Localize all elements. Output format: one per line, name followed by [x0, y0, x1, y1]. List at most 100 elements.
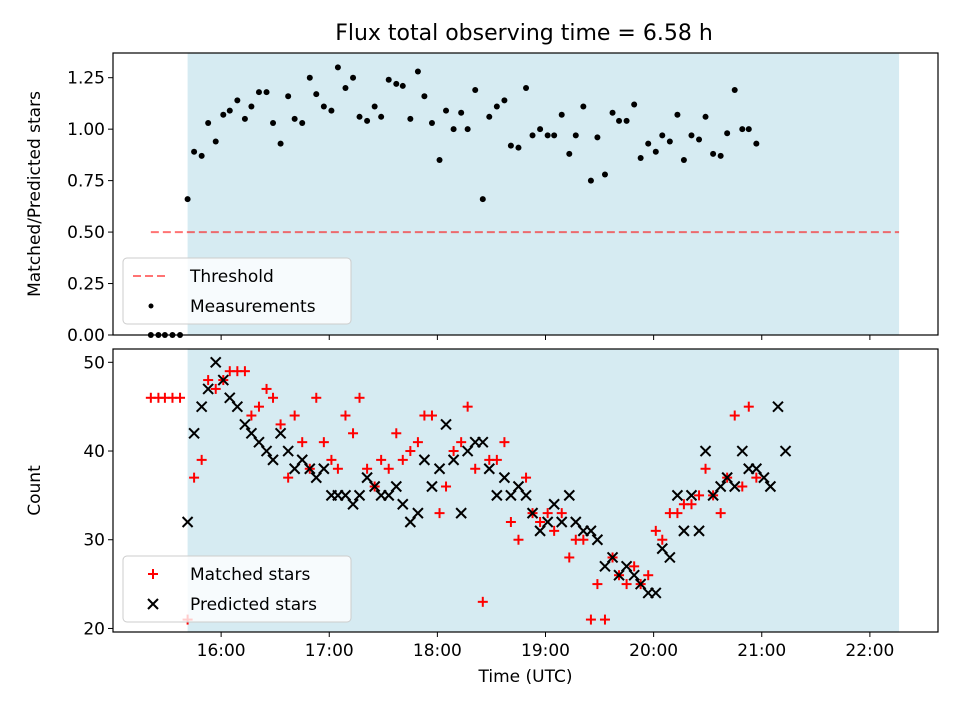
matched-point — [578, 534, 589, 545]
predicted-point-b — [181, 516, 194, 528]
predicted-point-b — [318, 463, 330, 475]
measurement-point — [421, 93, 428, 100]
predicted-point-b — [195, 400, 208, 413]
predicted-point-b — [231, 400, 244, 413]
matched-point — [564, 552, 575, 563]
predicted-point-b — [245, 427, 258, 439]
predicted-point — [412, 507, 424, 519]
matched-point — [715, 508, 726, 519]
predicted-point — [541, 516, 554, 528]
predicted-point-b — [498, 471, 511, 484]
measurement-point — [393, 80, 400, 87]
measurement-point — [631, 101, 638, 108]
matched-point — [383, 463, 394, 474]
matched-point — [672, 508, 683, 519]
predicted-point-b — [693, 525, 705, 537]
measurement-point — [702, 113, 709, 120]
predicted-point — [758, 471, 770, 484]
predicted-point-b — [678, 525, 690, 537]
measurement-point — [277, 140, 284, 147]
predicted-point — [397, 498, 409, 510]
y-axis-label: Count — [25, 465, 45, 516]
y-tick-label: 30 — [83, 531, 105, 551]
predicted-point — [591, 534, 604, 546]
matched-point — [505, 516, 516, 527]
measurement-point — [464, 126, 471, 133]
matched-point — [376, 454, 387, 465]
predicted-point — [231, 400, 244, 413]
predicted-point-b — [620, 560, 633, 573]
predicted-point — [563, 489, 575, 502]
measurement-point — [450, 126, 457, 133]
matched-point — [210, 383, 221, 394]
matched-point — [686, 499, 697, 510]
matched-point — [556, 508, 567, 519]
matched-point — [535, 516, 546, 527]
measurement-point — [601, 171, 608, 178]
matched-point — [340, 410, 351, 421]
measurement-point — [364, 117, 371, 124]
ratio-plot: 0.00 0.25 0.50 0.75 1.00 1.25 Matched/Predicte… — [25, 52, 939, 346]
predicted-point — [556, 516, 568, 528]
predicted-point — [664, 551, 676, 564]
measurement-point — [399, 82, 406, 89]
legend-measurement-swatch — [148, 303, 154, 309]
predicted-point-b — [483, 463, 495, 475]
x-tick-label: 17:00 — [305, 641, 354, 661]
matched-point — [743, 401, 754, 412]
predicted-point-b — [570, 516, 582, 528]
x-tick-label: 22:00 — [845, 641, 894, 661]
predicted-point-b — [217, 374, 229, 386]
predicted-point-b — [699, 445, 712, 457]
matched-point — [362, 463, 373, 474]
chart-title: Flux total observing time = 6.58 h — [335, 21, 713, 46]
measurement-point — [184, 196, 191, 203]
measurement-point — [739, 126, 746, 133]
predicted-point — [267, 454, 279, 466]
predicted-point — [520, 489, 532, 502]
predicted-point — [714, 480, 727, 493]
predicted-point-b — [274, 427, 287, 439]
measurement-point — [414, 68, 421, 75]
predicted-point-b — [455, 507, 467, 519]
predicted-point-b — [282, 445, 294, 457]
axes-frame — [112, 348, 939, 633]
legend-predicted-swatch-b — [147, 598, 159, 610]
predicted-point-b — [253, 436, 265, 448]
predicted-point — [426, 480, 438, 493]
predicted-point — [699, 445, 712, 457]
matched-point — [599, 614, 610, 625]
matched-point — [621, 579, 632, 590]
predicted-point — [282, 445, 294, 457]
measurement-point — [263, 89, 270, 96]
matched-point — [441, 481, 452, 492]
predicted-point — [477, 436, 489, 448]
measurement-point — [320, 103, 327, 110]
matched-point — [391, 428, 402, 439]
measurement-point — [428, 119, 435, 126]
matched-point — [283, 472, 294, 483]
predicted-point — [693, 525, 705, 537]
measurement-point — [155, 332, 162, 338]
predicted-point-b — [721, 471, 733, 484]
measurement-point — [443, 107, 450, 114]
measurement-point — [688, 132, 695, 139]
measurement-point — [198, 152, 205, 159]
predicted-point-b — [210, 356, 222, 369]
predicted-point — [440, 418, 452, 431]
predicted-point-b — [591, 534, 604, 546]
y-tick-label: 0.50 — [67, 223, 105, 243]
measurement-point — [212, 138, 219, 145]
matched-point — [261, 383, 272, 394]
measurement-point — [177, 332, 184, 338]
measurement-point — [486, 113, 493, 120]
predicted-point — [202, 383, 214, 395]
predicted-point — [390, 480, 402, 493]
matched-point — [326, 454, 337, 465]
predicted-point-b — [390, 480, 402, 493]
predicted-point — [353, 489, 366, 502]
measurement-point — [436, 157, 443, 164]
matched-point — [426, 410, 437, 421]
predicted-point — [483, 463, 495, 475]
